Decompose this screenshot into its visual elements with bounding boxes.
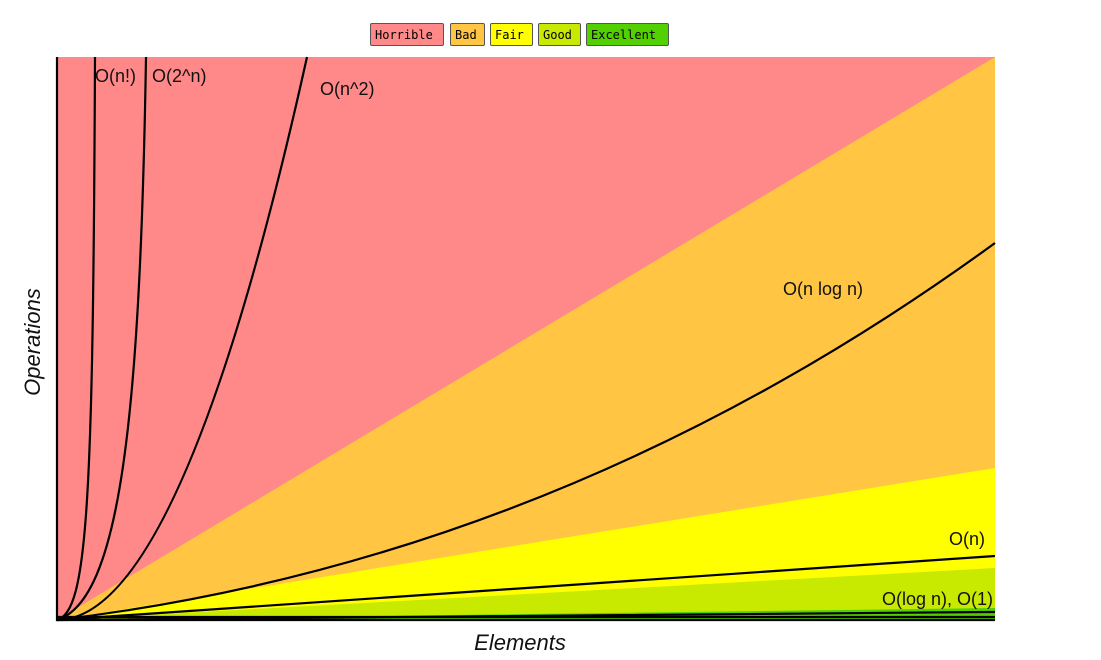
legend-item[interactable]: Bad [450,23,485,46]
curve-label: O(log n), O(1) [882,589,993,609]
region [57,568,995,620]
y-axis-label: Operations [20,288,45,396]
curve [56,56,97,622]
region [57,57,995,620]
curve [56,56,309,622]
x-axis-label: Elements [474,630,566,655]
curve-label: O(n^2) [320,79,374,99]
regions [57,57,995,620]
legend-item[interactable]: Good [538,23,581,46]
curve [56,554,996,622]
curve-label: O(n log n) [783,279,863,299]
legend-item[interactable]: Fair [490,23,533,46]
legend-item[interactable]: Excellent [586,23,669,46]
curve [56,56,148,622]
legend-item[interactable]: Horrible [370,23,444,46]
curve-label: O(2^n) [152,66,206,86]
curve [56,242,996,622]
curve-label: O(n!) [95,66,136,86]
curves: O(n!) O(2^n) O(n^2) O(n log n) O(n) O(log n),… [55,56,996,622]
curve-label: O(n) [949,529,985,549]
